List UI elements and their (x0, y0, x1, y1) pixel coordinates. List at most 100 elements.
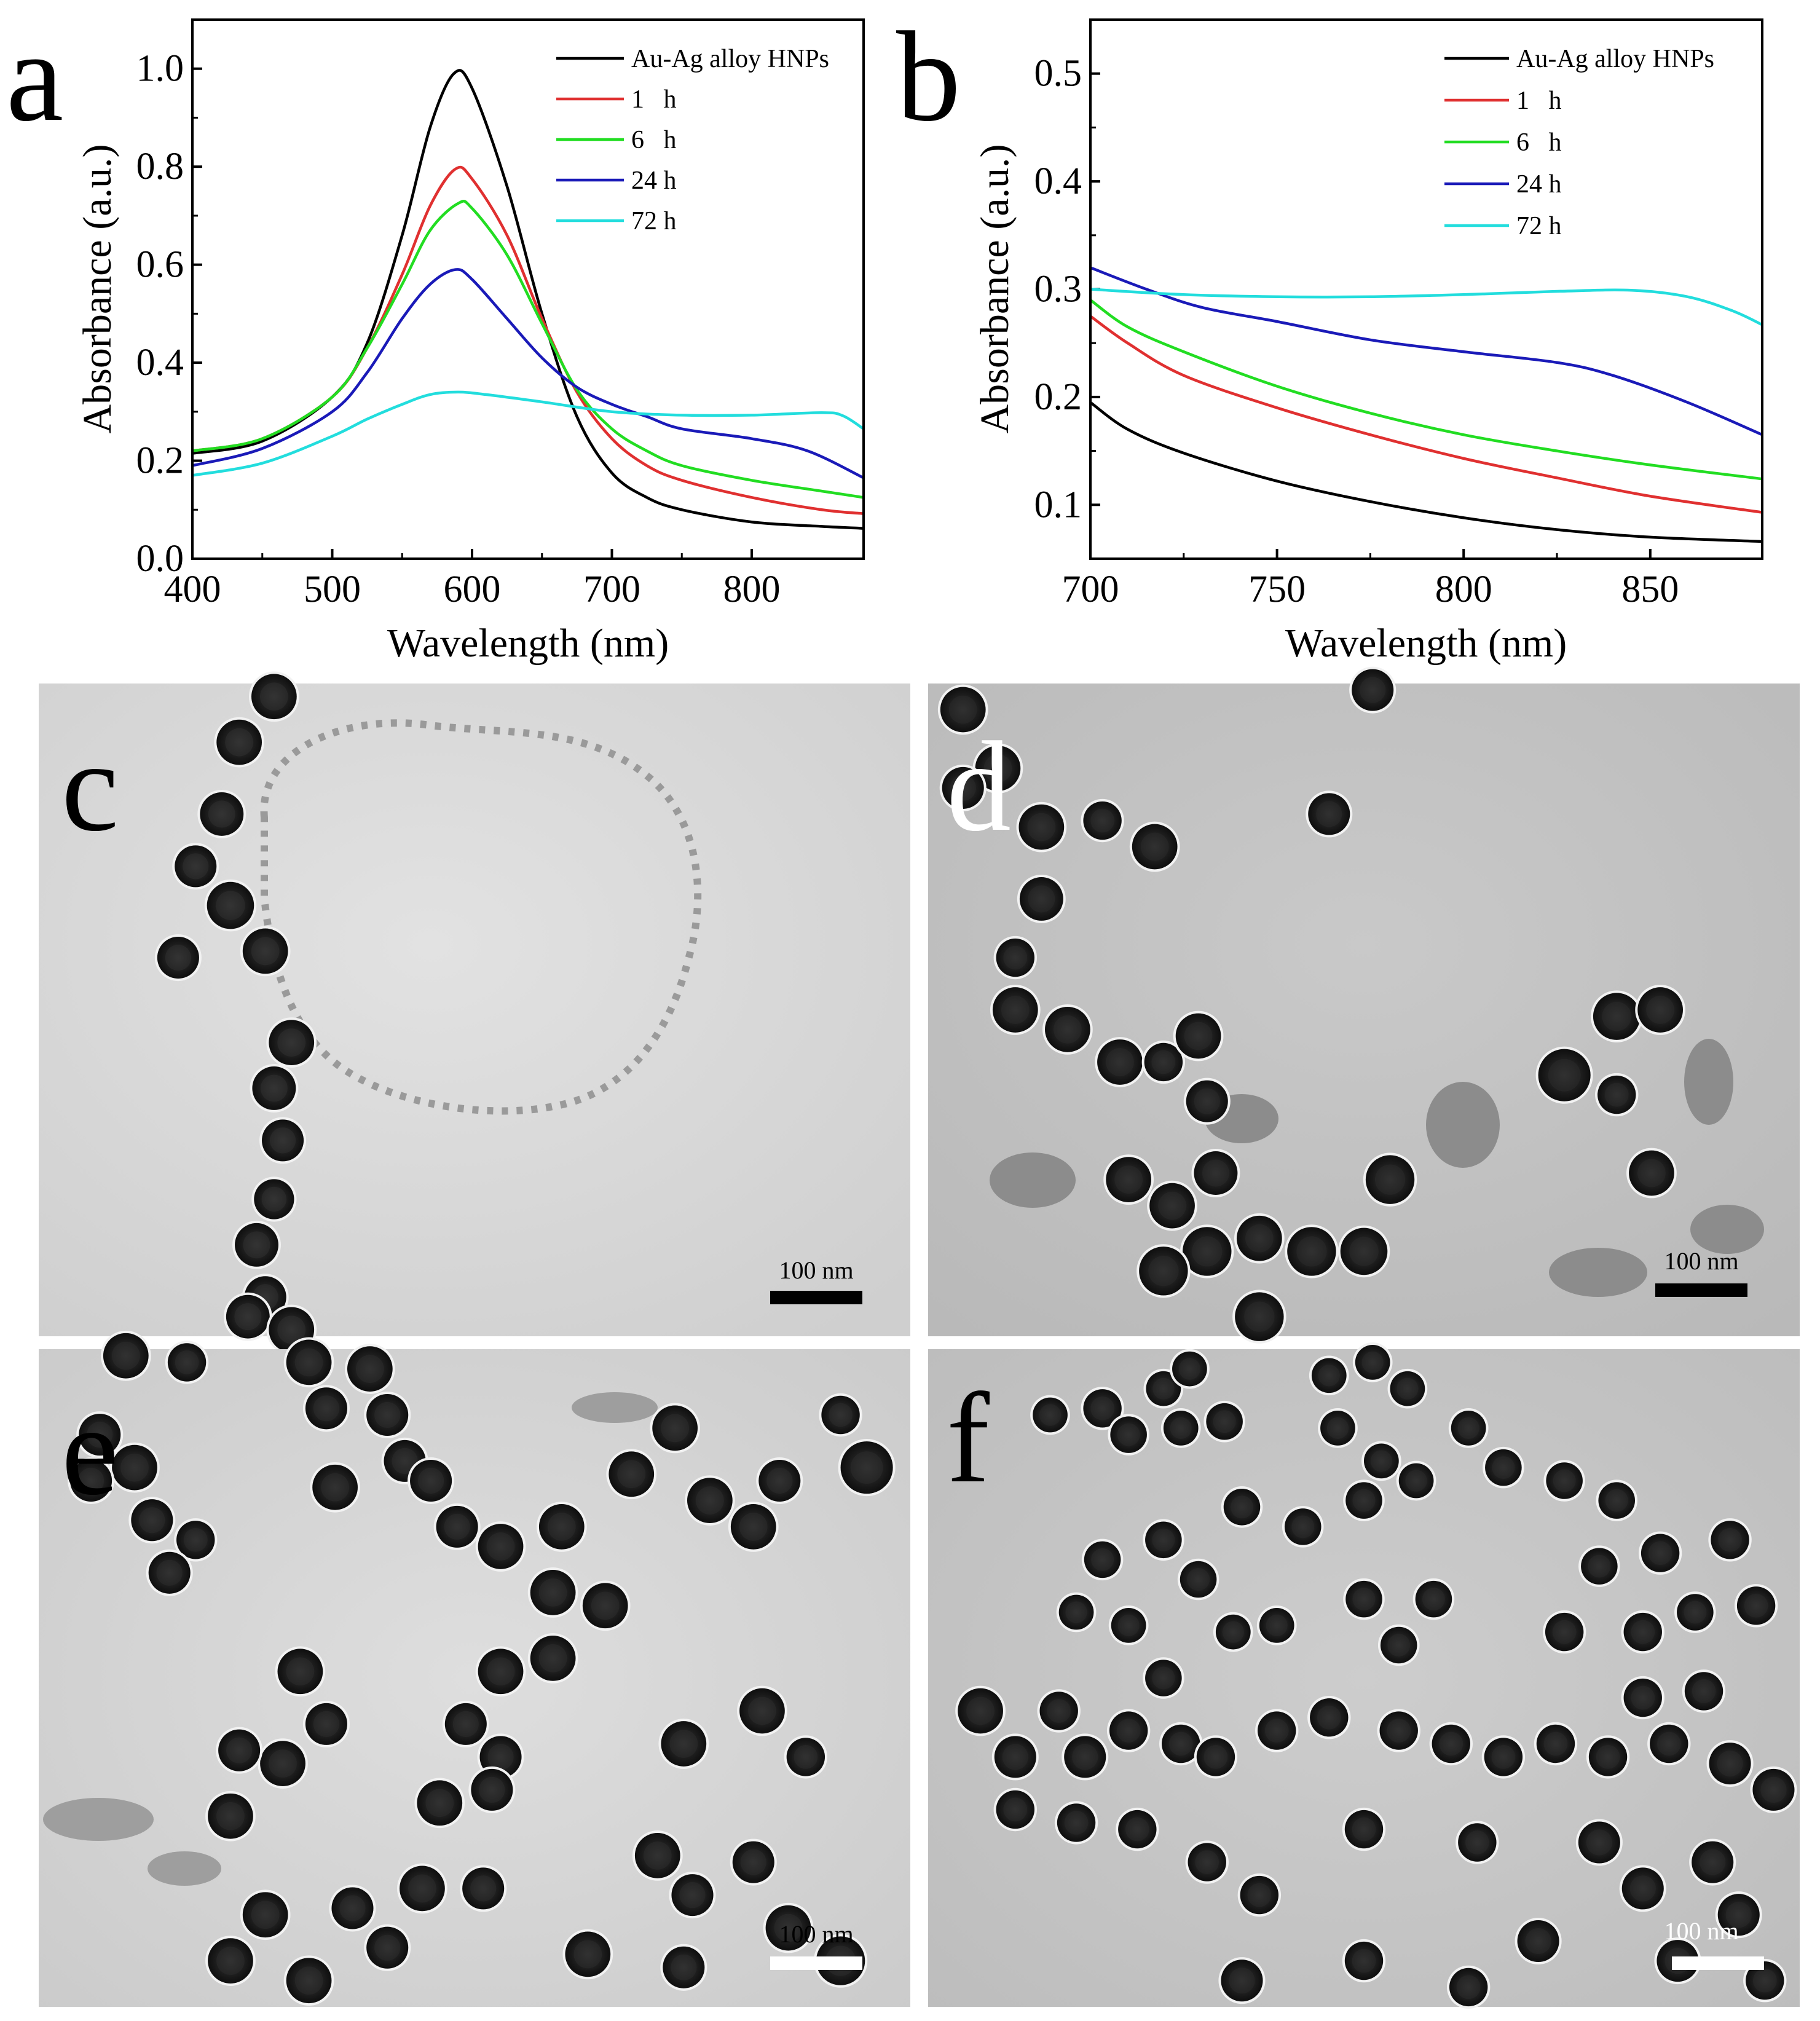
nanoparticle (1448, 1408, 1489, 1448)
scale-bar-label-d: 100 nm (1664, 1247, 1738, 1275)
nanoparticle (1534, 1722, 1578, 1766)
nanoparticle (1318, 1408, 1358, 1448)
chart-a-xtick-label: 700 (583, 569, 640, 610)
chart-b-series-line (1090, 299, 1762, 481)
scale-bar-c (770, 1291, 862, 1304)
nanoparticle (1108, 1414, 1149, 1456)
chart-b-xtick-label: 800 (1435, 569, 1492, 610)
chart-a-legend-label: 72 h (631, 207, 677, 235)
nanoparticle (1159, 1722, 1203, 1766)
chart-a-series-line (192, 268, 864, 479)
nanoparticle (1218, 1957, 1266, 2004)
nanoparticle (1282, 1506, 1324, 1548)
nanoparticle (1017, 875, 1066, 923)
chart-b-legend-label: Au-Ag alloy HNPs (1516, 45, 1714, 73)
nanoparticle (433, 1503, 481, 1550)
nanoparticle (1734, 1584, 1778, 1628)
nanoparticle (1621, 1676, 1664, 1720)
chart-a-legend-label: Au-Ag alloy HNPs (631, 45, 829, 73)
nanoparticle (1081, 1387, 1124, 1430)
chart-a-series-line (192, 390, 864, 477)
nanoparticle (259, 1117, 307, 1164)
nanoparticle (1750, 1766, 1797, 1813)
nanoparticle (1056, 1592, 1097, 1633)
chart-a-legend-label: 6 h (631, 126, 677, 154)
nanoparticle (1203, 1400, 1245, 1443)
nanoparticle (283, 1337, 334, 1388)
nanoparticle (205, 1936, 256, 1986)
nanoparticle (251, 1176, 297, 1222)
nanoparticle (993, 936, 1037, 980)
chart-a-series-line (192, 165, 864, 515)
nanoparticle (1595, 1073, 1639, 1117)
nanoparticle (204, 879, 257, 932)
nanoparticle (1081, 798, 1124, 843)
chart-a-xtick-label: 800 (723, 569, 781, 610)
nanoparticle (1708, 1518, 1752, 1562)
nanoparticle (1377, 1709, 1420, 1752)
nanoparticle (937, 684, 988, 735)
chart-b-legend-label: 72 h (1516, 212, 1562, 240)
nanoparticle (1515, 1917, 1562, 1965)
nanoparticle (1635, 985, 1685, 1035)
nanoparticle (329, 1885, 376, 1932)
chart-b-legend-label: 1 h (1516, 87, 1562, 115)
nanoparticle (527, 1633, 578, 1684)
nanoparticle (1255, 1709, 1299, 1752)
nanoparticle (397, 1863, 447, 1914)
chart-b-series-line (1090, 266, 1762, 436)
nanoparticle (737, 1685, 787, 1736)
nanoparticle (1106, 1709, 1151, 1752)
chart-a-ytick-label: 1.0 (136, 48, 184, 90)
nanoparticle (728, 1502, 779, 1552)
nanoparticle (1626, 1148, 1677, 1199)
nanoparticle (1037, 1689, 1081, 1733)
nanoparticle (154, 934, 202, 982)
nanoparticle (1173, 1010, 1224, 1062)
chart-b-series-line (1090, 315, 1762, 514)
chart-b-ytick-label: 0.2 (1034, 376, 1082, 418)
nanoparticle (1237, 1873, 1282, 1917)
nanoparticle (100, 1330, 151, 1381)
chart-b-ytick-label: 0.3 (1034, 269, 1082, 310)
nanoparticle (1213, 1612, 1253, 1652)
nanoparticles-d (937, 666, 1685, 1344)
nanoparticle (1232, 1290, 1286, 1344)
nanoparticle (1141, 1040, 1186, 1084)
nanoparticle (1143, 1519, 1184, 1561)
nanoparticle (1143, 1657, 1184, 1699)
nanoparticle (1103, 1154, 1154, 1205)
nanoparticle (1177, 1558, 1219, 1601)
nanoparticle (1387, 1368, 1428, 1409)
nanoparticle (1309, 1355, 1349, 1396)
panel-letter-b: b (896, 6, 961, 148)
nanoparticle (1137, 1244, 1191, 1298)
nanoparticle (650, 1403, 701, 1454)
nanoparticle (972, 743, 1023, 794)
chart-a-legend-label: 24 h (631, 167, 677, 195)
chart-a-ylabel: Absorbance (a.u.) (75, 144, 120, 434)
nanoparticle (68, 1457, 115, 1505)
nanoparticle (838, 1439, 896, 1497)
nanoparticle (1349, 666, 1397, 714)
nanoparticle (302, 1385, 350, 1432)
nanoparticle (606, 1449, 657, 1500)
tem-image-f: f 100 nm (928, 1342, 1800, 2009)
nanoparticle (580, 1580, 631, 1631)
chart-b-ytick-label: 0.1 (1034, 484, 1082, 526)
nanoparticle (364, 1391, 411, 1439)
nanoparticle (993, 1787, 1037, 1832)
nanoparticle (1306, 790, 1353, 838)
nanoparticle (1016, 802, 1067, 853)
nanoparticle (232, 1220, 281, 1269)
nanoparticle (475, 1646, 526, 1697)
nanoparticle (258, 1738, 308, 1789)
nanoparticle (1429, 1722, 1473, 1766)
chart-a-legend: Au-Ag alloy HNPs 1 h 6 h 24 h 72 h (556, 45, 829, 235)
nanoparticle (1596, 1479, 1637, 1521)
nanoparticle (223, 1292, 272, 1341)
nanoparticle (1185, 1840, 1229, 1884)
nanoparticle (1147, 1180, 1197, 1231)
nanoparticle (1170, 1349, 1210, 1389)
